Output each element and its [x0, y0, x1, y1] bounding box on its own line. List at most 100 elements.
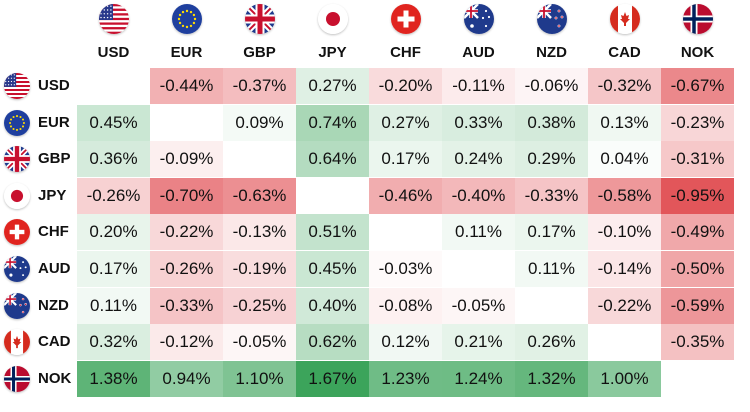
heatmap-cell-nok-aud: 1.24%: [442, 360, 515, 397]
heatmap-cell-gbp-chf: 0.17%: [369, 141, 442, 178]
heatmap-cell-usd-jpy: 0.27%: [296, 68, 369, 104]
row-header-usd: USD: [38, 77, 70, 94]
heatmap-cell-chf-cad: -0.10%: [588, 214, 661, 251]
heatmap-cell-gbp-aud: 0.24%: [442, 141, 515, 178]
heatmap-cell-cad-chf: 0.12%: [369, 324, 442, 361]
row-header-chf: CHF: [38, 223, 69, 241]
row-header-nzd: NZD: [38, 296, 69, 314]
heatmap-cell-aud-jpy: 0.45%: [296, 251, 369, 287]
heatmap-cell-eur-nok: -0.23%: [661, 104, 734, 141]
heatmap-cell-eur-cad: 0.13%: [588, 104, 661, 141]
eu-flag-icon: [171, 4, 202, 34]
heatmap-cell-cad-nzd: 0.26%: [515, 324, 588, 361]
heatmap-cell-cad-usd: 0.32%: [77, 324, 150, 361]
heatmap-cell-gbp-eur: -0.09%: [150, 141, 223, 178]
heatmap-cell-jpy-nzd: -0.33%: [515, 177, 588, 214]
new-zealand-flag-icon: [4, 292, 30, 319]
heatmap-cell-usd-aud: -0.11%: [442, 68, 515, 104]
column-header-aud: AUD: [462, 44, 495, 61]
heatmap-cell-jpy-jpy: [296, 178, 369, 214]
heatmap-cell-nzd-nzd: [515, 288, 588, 324]
heatmap-cell-nzd-cad: -0.22%: [588, 287, 661, 324]
heatmap-cell-eur-eur: [150, 105, 223, 141]
heatmap-cell-usd-gbp: -0.37%: [223, 68, 296, 104]
heatmap-cell-chf-eur: -0.22%: [150, 214, 223, 251]
heatmap-cell-chf-usd: 0.20%: [77, 214, 150, 251]
heatmap-cell-cad-jpy: 0.62%: [296, 324, 369, 361]
heatmap-cell-gbp-gbp: [223, 141, 296, 177]
column-header-gbp: GBP: [243, 44, 276, 61]
heatmap-cell-aud-gbp: -0.19%: [223, 251, 296, 287]
heatmap-cell-jpy-nok: -0.95%: [661, 177, 734, 214]
heatmap-cell-aud-eur: -0.26%: [150, 251, 223, 287]
heatmap-cell-gbp-usd: 0.36%: [77, 141, 150, 178]
heatmap-cell-eur-chf: 0.27%: [369, 104, 442, 141]
heatmap-cell-usd-nzd: -0.06%: [515, 68, 588, 104]
heatmap-cell-usd-chf: -0.20%: [369, 68, 442, 104]
heatmap-cell-cad-cad: [588, 324, 661, 360]
heatmap-cell-nok-cad: 1.00%: [588, 360, 661, 397]
heatmap-cell-nok-jpy: 1.67%: [296, 360, 369, 397]
heatmap-cell-eur-gbp: 0.09%: [223, 104, 296, 141]
heatmap-cell-nok-nzd: 1.32%: [515, 360, 588, 397]
heatmap-cell-aud-usd: 0.17%: [77, 251, 150, 287]
eu-flag-icon: [4, 109, 30, 136]
heatmap-cell-chf-nok: -0.49%: [661, 214, 734, 251]
row-header-gbp: GBP: [38, 150, 71, 168]
heatmap-cell-gbp-cad: 0.04%: [588, 141, 661, 178]
heatmap-cell-nok-chf: 1.23%: [369, 360, 442, 397]
column-header-nok: NOK: [680, 44, 715, 61]
heatmap-cell-nzd-eur: -0.33%: [150, 287, 223, 324]
heatmap-cell-usd-cad: -0.32%: [588, 68, 661, 104]
norway-flag-icon: [4, 365, 30, 392]
row-header-jpy: JPY: [38, 186, 67, 204]
heatmap-cell-usd-eur: -0.44%: [150, 68, 223, 104]
heatmap-cell-jpy-gbp: -0.63%: [223, 177, 296, 214]
japan-flag-icon: [317, 4, 348, 34]
canada-flag-icon: [4, 329, 30, 356]
heatmap-cell-chf-jpy: 0.51%: [296, 214, 369, 251]
heatmap-cell-aud-cad: -0.14%: [588, 251, 661, 287]
heatmap-cell-nok-eur: 0.94%: [150, 360, 223, 397]
heatmap-cell-aud-aud: [442, 251, 515, 287]
heatmap-cell-chf-gbp: -0.13%: [223, 214, 296, 251]
heatmap-cell-cad-gbp: -0.05%: [223, 324, 296, 361]
column-header-eur: EUR: [170, 44, 203, 61]
heatmap-cell-usd-nok: -0.67%: [661, 68, 734, 104]
australia-flag-icon: [4, 256, 30, 282]
heatmap-cell-eur-nzd: 0.38%: [515, 104, 588, 141]
heatmap-cell-jpy-chf: -0.46%: [369, 177, 442, 214]
norway-flag-icon: [682, 4, 713, 34]
row-header-aud: AUD: [38, 260, 71, 277]
column-header-cad: CAD: [608, 44, 641, 61]
heatmap-cell-nok-usd: 1.38%: [77, 360, 150, 397]
heatmap-cell-gbp-nok: -0.31%: [661, 141, 734, 178]
heatmap-cell-nok-nok: [661, 361, 734, 397]
heatmap-cell-jpy-cad: -0.58%: [588, 177, 661, 214]
heatmap-cell-jpy-aud: -0.40%: [442, 177, 515, 214]
heatmap-cell-nzd-jpy: 0.40%: [296, 287, 369, 324]
heatmap-cell-aud-chf: -0.03%: [369, 251, 442, 287]
heatmap-cell-aud-nzd: 0.11%: [515, 251, 588, 287]
row-header-cad: CAD: [38, 333, 71, 351]
heatmap-cell-eur-aud: 0.33%: [442, 104, 515, 141]
uk-flag-icon: [244, 4, 275, 34]
heatmap-cell-gbp-nzd: 0.29%: [515, 141, 588, 178]
column-header-jpy: JPY: [318, 44, 347, 61]
row-header-eur: EUR: [38, 113, 70, 131]
heatmap-cell-cad-aud: 0.21%: [442, 324, 515, 361]
heatmap-cell-chf-chf: [369, 214, 442, 250]
new-zealand-flag-icon: [536, 4, 567, 34]
heatmap-cell-nzd-gbp: -0.25%: [223, 287, 296, 324]
heatmap-cell-nzd-aud: -0.05%: [442, 287, 515, 324]
heatmap-cell-nzd-nok: -0.59%: [661, 287, 734, 324]
heatmap-cell-usd-usd: [77, 68, 150, 104]
heatmap-cell-eur-jpy: 0.74%: [296, 104, 369, 141]
heatmap-cell-nzd-chf: -0.08%: [369, 287, 442, 324]
heatmap-cell-nzd-usd: 0.11%: [77, 287, 150, 324]
column-header-chf: CHF: [390, 44, 421, 61]
heatmap-cell-cad-eur: -0.12%: [150, 324, 223, 361]
australia-flag-icon: [463, 4, 494, 34]
heatmap-cell-nok-gbp: 1.10%: [223, 360, 296, 397]
